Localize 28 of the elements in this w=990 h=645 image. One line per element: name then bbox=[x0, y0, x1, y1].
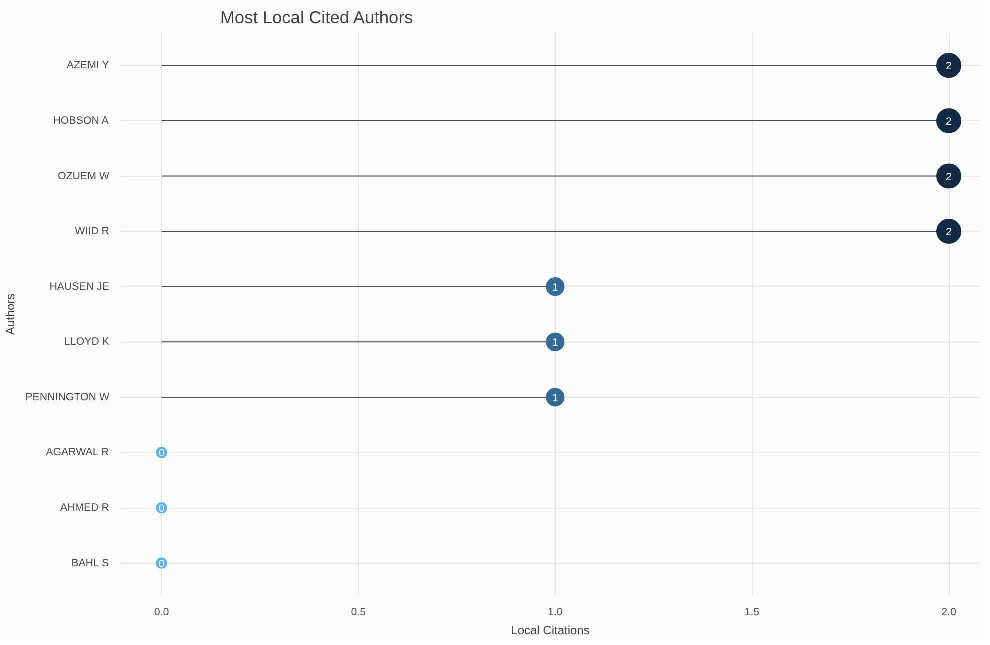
y-tick-label: WIID R bbox=[75, 226, 110, 238]
data-label: 0 bbox=[158, 503, 165, 516]
data-label: 2 bbox=[946, 171, 952, 184]
y-tick-label: LLOYD K bbox=[64, 336, 110, 348]
y-tick-label: HOBSON A bbox=[53, 114, 110, 127]
y-tick-label: AHMED R bbox=[60, 502, 110, 514]
data-label: 1 bbox=[552, 392, 558, 404]
x-tick-label: 0.0 bbox=[154, 606, 170, 618]
data-label: 2 bbox=[946, 60, 952, 73]
data-label: 2 bbox=[946, 116, 952, 128]
data-label: 0 bbox=[158, 558, 165, 570]
x-tick-label: 1.5 bbox=[744, 606, 760, 618]
y-axis-title: Authors bbox=[4, 294, 18, 336]
y-tick-label: OZUEM W bbox=[58, 170, 110, 182]
data-label: 0 bbox=[158, 448, 165, 460]
data-label: 1 bbox=[552, 337, 558, 350]
x-tick-label: 1.0 bbox=[548, 606, 563, 618]
y-tick-label: BAHL S bbox=[72, 557, 110, 570]
y-tick-label: AGARWAL R bbox=[46, 446, 110, 459]
data-label: 1 bbox=[552, 282, 558, 294]
y-tick-label: PENNINGTON W bbox=[26, 391, 110, 404]
y-tick-label: AZEMI Y bbox=[66, 60, 110, 72]
x-tick-label: 2.0 bbox=[942, 606, 956, 618]
x-tick-label: 0.5 bbox=[351, 606, 366, 618]
y-tick-label: HAUSEN JE bbox=[50, 280, 110, 293]
chart-title: Most Local Cited Authors bbox=[220, 8, 414, 28]
x-axis-title: Local Citations bbox=[511, 624, 590, 638]
data-label: 2 bbox=[946, 226, 952, 239]
